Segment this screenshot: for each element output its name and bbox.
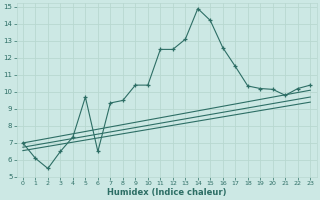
X-axis label: Humidex (Indice chaleur): Humidex (Indice chaleur) [107, 188, 226, 197]
